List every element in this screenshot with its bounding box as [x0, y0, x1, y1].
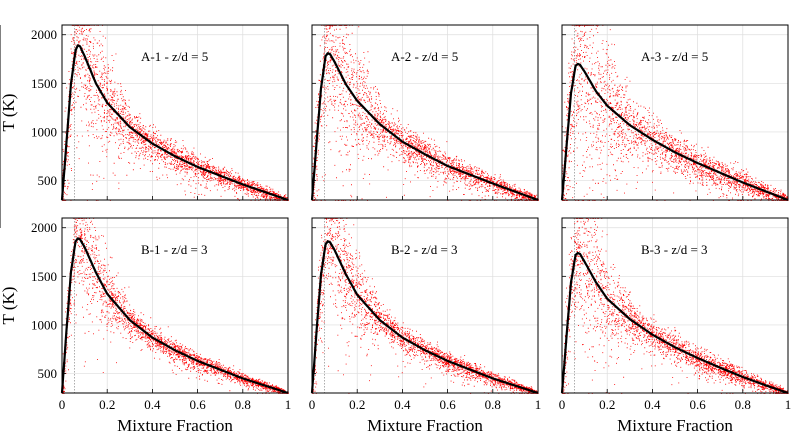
x-tick-label: 0.6	[439, 397, 456, 412]
panel-b-3: 0 0.2 0.4 0.6 0.8 1 B-3 - z/d = 3 Mixture Fract…	[559, 217, 792, 435]
x-tick-label: 0.4	[644, 397, 661, 412]
panel-title: B-2 - z/d = 3	[391, 242, 458, 257]
axes-frame	[561, 24, 789, 201]
mean-curve	[560, 251, 789, 395]
panel-a-3: A-3 - z/d = 5	[560, 24, 789, 202]
x-axis-label: Mixture Fraction	[117, 416, 233, 435]
panel-a-2: A-2 - z/d = 5	[310, 24, 539, 202]
y-tick-label: 500	[38, 173, 58, 188]
x-tick-label: 1	[285, 397, 292, 412]
axes-frame	[61, 217, 289, 394]
x-axis-label: Mixture Fraction	[367, 416, 483, 435]
mean-curve	[310, 52, 539, 202]
x-tick-label: 0.8	[235, 397, 251, 412]
x-tick-label: 0.4	[144, 397, 161, 412]
x-tick-label: 0.2	[349, 397, 365, 412]
mean-curve	[560, 62, 789, 202]
panel-a-1: 500 1000 1500 2000 A-1 - z/d = 5 T (K)	[0, 24, 289, 202]
x-tick-label: 0.4	[394, 397, 411, 412]
x-tick-label: 1	[535, 397, 542, 412]
axes-frame	[311, 24, 539, 201]
x-tick-label: 0.6	[189, 397, 206, 412]
x-tick-label: 0.8	[735, 397, 751, 412]
y-tick-label: 500	[38, 366, 58, 381]
y-tick-label: 2000	[31, 220, 57, 235]
panel-title: B-3 - z/d = 3	[641, 242, 708, 257]
panel-b-2: 0 0.2 0.4 0.6 0.8 1 B-2 - z/d = 3 Mixture Fract…	[309, 217, 542, 435]
x-tick-label: 0.2	[599, 397, 615, 412]
panel-title: B-1 - z/d = 3	[141, 242, 208, 257]
mean-curve	[60, 237, 289, 395]
mean-curve	[60, 44, 289, 202]
x-tick-label: 0.2	[99, 397, 115, 412]
x-tick-label: 0.6	[689, 397, 706, 412]
x-tick-label: 1	[785, 397, 792, 412]
scatter-points	[62, 218, 289, 394]
y-tick-label: 2000	[31, 27, 57, 42]
y-tick-label: 1500	[31, 269, 57, 284]
axes-frame	[561, 217, 789, 394]
x-tick-label: 0	[559, 397, 566, 412]
y-axis-label: T (K)	[0, 94, 18, 132]
y-tick-label: 1500	[31, 76, 57, 91]
panel-title: A-2 - z/d = 5	[391, 49, 458, 64]
y-tick-label: 1000	[31, 124, 57, 139]
panel-title: A-1 - z/d = 5	[141, 49, 208, 64]
x-tick-label: 0	[309, 397, 316, 412]
panel-title: A-3 - z/d = 5	[641, 49, 708, 64]
x-tick-label: 0	[59, 397, 66, 412]
y-tick-label: 1000	[31, 317, 57, 332]
mean-curve	[310, 240, 539, 395]
axes-frame	[61, 24, 289, 201]
x-tick-label: 0.8	[485, 397, 501, 412]
axes-frame	[311, 217, 539, 394]
x-axis-label: Mixture Fraction	[617, 416, 733, 435]
y-axis-label: T (K)	[0, 287, 18, 325]
